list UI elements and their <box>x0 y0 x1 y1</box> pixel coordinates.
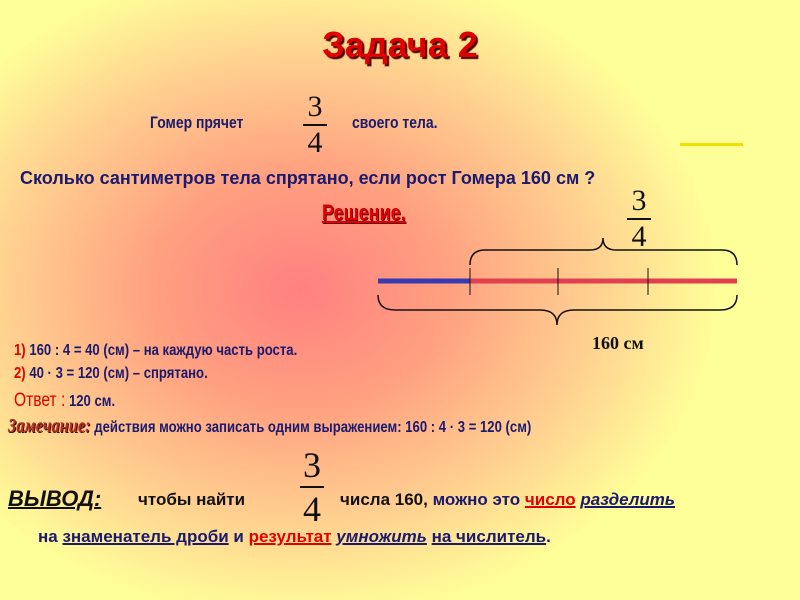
denominator: 4 <box>303 489 321 529</box>
step-2: 2) 40 · 3 = 120 (см) – спрятано. <box>14 365 208 382</box>
remark: Замечание: действия можно записать одним… <box>8 415 532 437</box>
bottom-brace <box>377 294 738 326</box>
denominator: 4 <box>631 220 647 253</box>
top-brace <box>469 237 738 266</box>
denominator: 4 <box>307 126 323 159</box>
solution-heading: Решение. <box>322 200 406 225</box>
answer: Ответ : 120 см. <box>14 390 116 411</box>
numerator: 3 <box>303 445 321 485</box>
yellow-line-decoration <box>680 143 743 146</box>
conclusion-line-2: на знаменатель дроби и результат умножит… <box>38 527 551 546</box>
conclusion-text-1: чтобы найти <box>138 490 246 509</box>
statement-before: Гомер прячет <box>150 113 244 132</box>
conclusion-label: ВЫВОД: <box>8 486 102 511</box>
numerator: 3 <box>307 90 323 123</box>
statement-after: своего тела. <box>352 113 438 132</box>
conclusion-line-1: числа 160, можно это число разделить <box>340 490 676 509</box>
numerator: 3 <box>631 184 647 217</box>
slide-title: Задача 2 <box>322 24 478 65</box>
total-label: 160 см <box>592 333 644 353</box>
question-text: Сколько сантиметров тела спрятано, если … <box>20 168 596 188</box>
step-1: 1) 160 : 4 = 40 (см) – на каждую часть р… <box>14 342 298 359</box>
